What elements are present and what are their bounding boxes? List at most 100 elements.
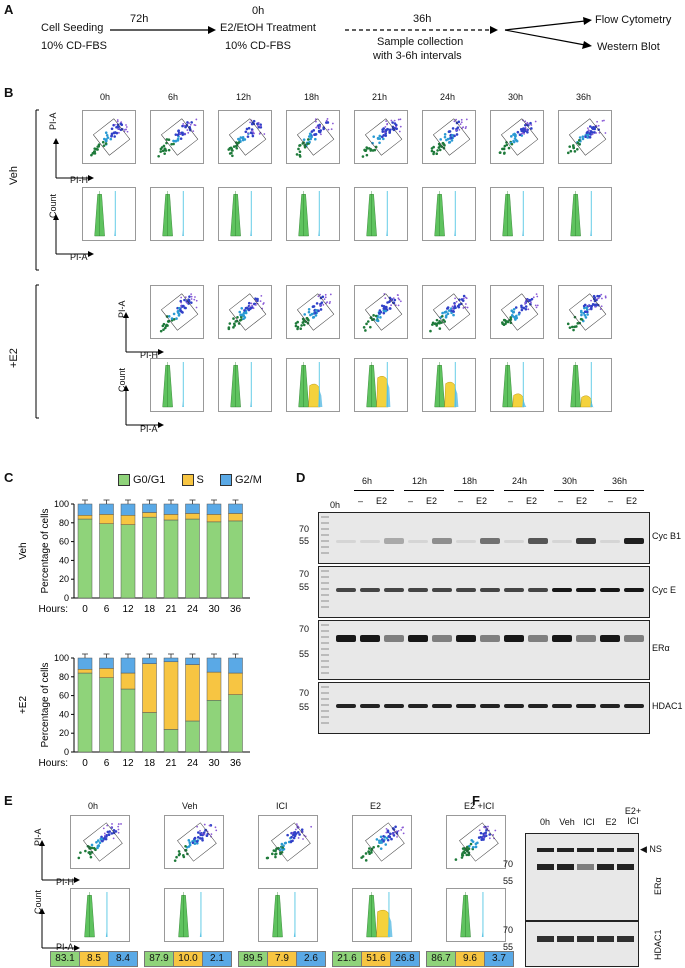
marker-55: 55 — [299, 582, 310, 592]
scatter-event — [586, 313, 589, 316]
blot-band — [552, 588, 572, 592]
scatter-event — [452, 310, 455, 313]
output-western-blot: Western Blot — [597, 41, 660, 53]
scatter-event — [298, 153, 302, 157]
y-tick-label: 80 — [59, 518, 69, 528]
scatter-event — [503, 319, 507, 322]
axis-label-pi-a: PI-A — [48, 112, 58, 130]
scatter-event — [290, 835, 293, 839]
cell-seeding-medium: 10% CD-FBS — [41, 40, 108, 52]
blot-band — [528, 704, 548, 708]
bar-g0g1 — [142, 516, 157, 599]
blot-strip — [318, 682, 650, 734]
scatter-event — [601, 119, 604, 122]
gate-outline — [459, 822, 499, 862]
scatter-event — [488, 833, 492, 836]
hdac1-band — [597, 936, 614, 942]
scatter-event — [570, 325, 574, 329]
scatter-event — [257, 121, 260, 124]
scatter-event — [315, 120, 317, 123]
scatter-event — [379, 847, 383, 850]
scatter-event — [458, 303, 461, 306]
axis-arrows-e2-scatter — [123, 312, 164, 355]
axis-label-pi-a: PI-A — [33, 828, 43, 846]
histogram-plot — [286, 358, 340, 412]
scatter-event — [116, 125, 120, 128]
scatter-event — [453, 120, 456, 123]
scatter-event — [384, 134, 388, 137]
bar-s — [142, 663, 157, 713]
scatter-event — [392, 297, 395, 299]
protein-label: HDAC1 — [652, 701, 683, 711]
scatter-event — [235, 144, 239, 147]
scatter-event — [308, 132, 312, 136]
scatter-event — [453, 304, 457, 308]
y-tick-label: 60 — [59, 691, 69, 701]
scatter-event — [208, 824, 211, 827]
gate-outline — [83, 822, 123, 862]
scatter-event — [526, 121, 529, 124]
scatter-event — [104, 142, 108, 145]
scatter-event — [582, 304, 586, 308]
scatter-event — [372, 314, 375, 317]
scatter-event — [117, 828, 120, 831]
scatter-event — [232, 145, 236, 148]
scatter-event — [271, 852, 274, 856]
scatter-event — [116, 120, 119, 123]
scatter-event — [190, 293, 193, 296]
scatter-event — [583, 313, 587, 317]
scatter-event — [501, 147, 504, 151]
scatter-event — [242, 317, 245, 321]
protein-label: Cyc E — [652, 585, 677, 595]
scatter-event — [249, 306, 253, 310]
scatter-event — [524, 301, 527, 304]
x-tick-label: 21 — [165, 604, 177, 615]
scatter-event — [509, 316, 513, 319]
scatter-event — [243, 309, 246, 312]
ns-band — [557, 848, 574, 852]
scatter-event — [530, 127, 533, 130]
scatter-event — [98, 841, 102, 844]
scatter-event — [251, 134, 255, 138]
scatter-event — [382, 305, 386, 308]
scatter-event — [512, 307, 516, 311]
scatter-event — [106, 136, 110, 139]
scatter-event — [214, 826, 217, 829]
lane-label-minus: – — [358, 496, 364, 506]
scatter-event — [390, 119, 393, 122]
lane-label: Veh — [559, 817, 575, 827]
scatter-event — [326, 118, 329, 120]
bar-g2m — [77, 657, 93, 670]
scatter-event — [240, 306, 244, 310]
scatter-event — [177, 853, 181, 857]
scatter-event — [460, 856, 464, 859]
x-tick-label: 24 — [187, 758, 199, 769]
scatter-event — [165, 315, 169, 318]
scatter-plot — [558, 285, 612, 339]
scatter-event — [243, 138, 247, 141]
lane-label-e2: E2 — [626, 496, 638, 506]
scatter-event — [172, 312, 176, 316]
scatter-event — [181, 311, 184, 314]
scatter-event — [318, 126, 321, 129]
y-tick-label: 40 — [59, 709, 69, 719]
scatter-event — [126, 130, 129, 133]
axis-label-pi-h: PI-H — [70, 175, 88, 185]
scatter-event — [388, 835, 392, 839]
histogram-plot — [70, 888, 130, 942]
blot-band — [384, 634, 404, 642]
scatter-event — [183, 124, 186, 127]
era-band — [577, 864, 594, 870]
x-tick-label: 24 — [187, 604, 199, 615]
scatter-event — [307, 138, 310, 141]
scatter-event — [181, 124, 184, 128]
x-tick-label: 21 — [165, 758, 177, 769]
scatter-event — [446, 307, 449, 310]
scatter-event — [586, 127, 589, 130]
histogram-plot — [218, 187, 272, 241]
lane-label: E2+ ICI — [624, 806, 642, 826]
row-brackets — [35, 109, 39, 419]
marker-70: 70 — [299, 624, 310, 634]
scatter-event — [450, 311, 453, 315]
scatter-event — [104, 837, 108, 841]
